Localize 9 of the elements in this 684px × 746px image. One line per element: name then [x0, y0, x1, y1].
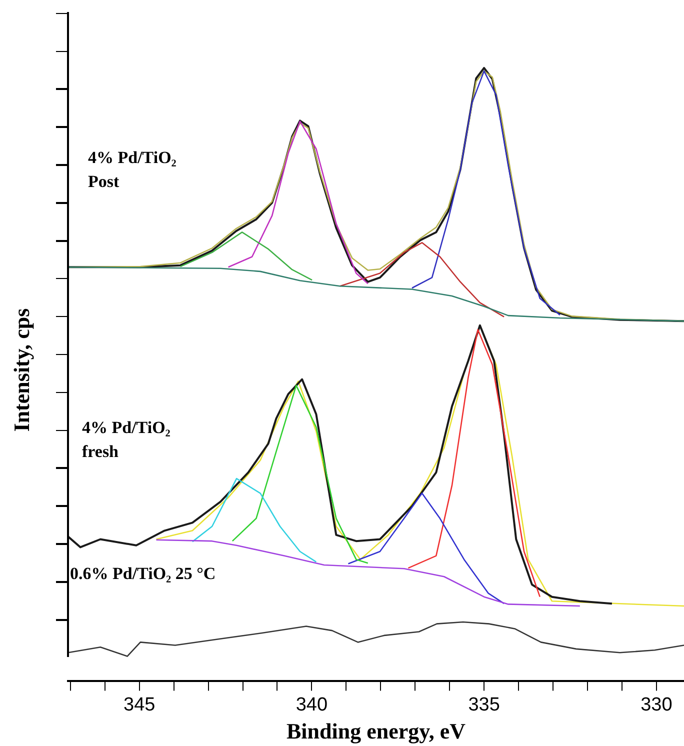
x-tick-label: 345: [124, 694, 156, 716]
x-axis-title: Binding energy, eV: [286, 718, 466, 744]
annotation: 0.6% Pd/TiO₂ 25 °C: [70, 564, 216, 583]
annotation: 4% Pd/TiO₂ fresh: [82, 418, 170, 461]
x-tick-label: 330: [640, 694, 672, 716]
x-tick-label: 335: [468, 694, 500, 716]
annotation: 4% Pd/TiO₂ Post: [88, 148, 176, 191]
y-axis-title: Intensity, cps: [9, 308, 35, 432]
x-tick-label: 340: [296, 694, 328, 716]
